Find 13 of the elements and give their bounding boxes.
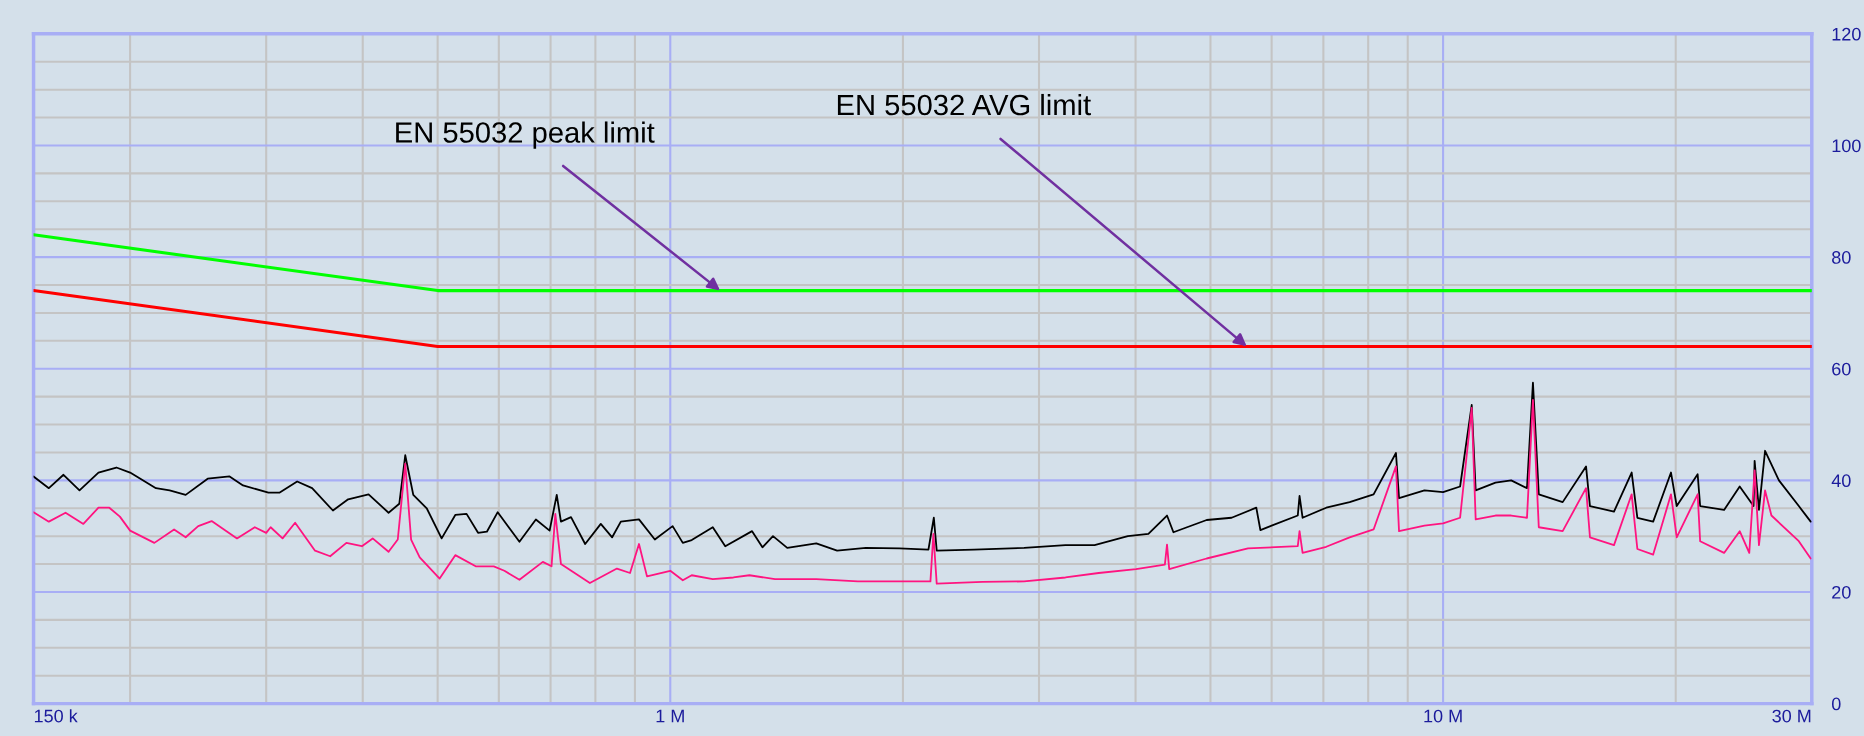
y-tick-label: 80 xyxy=(1832,251,1851,264)
annotation: EN 55032 peak limit xyxy=(396,121,655,149)
annotation: EN 55032 AVG limit xyxy=(837,93,1091,116)
y-tick-label: 120 xyxy=(1832,27,1861,41)
y-tick-label: 20 xyxy=(1832,585,1851,599)
x-tick-label: 1 M xyxy=(656,709,684,723)
x-tick-label: 10 M xyxy=(1424,709,1462,723)
x-tick-label: 150 k xyxy=(34,709,78,723)
y-tick-label: 60 xyxy=(1832,362,1851,376)
x-tick-label: 30 M xyxy=(1772,709,1811,723)
y-tick-label: 0 xyxy=(1831,697,1841,711)
y-tick-label: 40 xyxy=(1831,474,1851,488)
y-tick-label: 100 xyxy=(1832,139,1861,153)
